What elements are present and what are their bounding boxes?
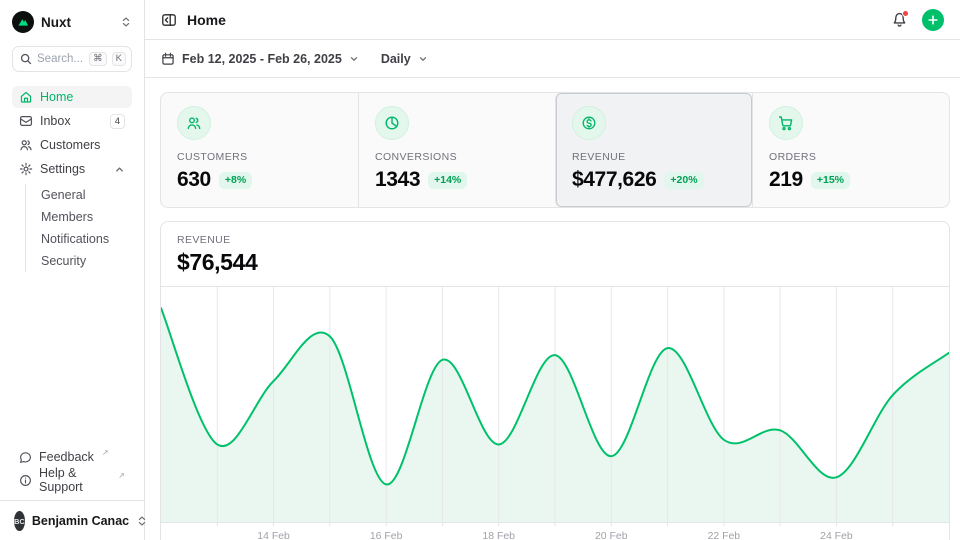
sidebar-item-label: Customers xyxy=(40,138,100,152)
inbox-icon xyxy=(19,114,33,128)
workspace-switcher[interactable]: Nuxt xyxy=(12,8,132,36)
revenue-chart-card: REVENUE $76,544 14 Feb 16 Feb 18 Feb 20 Feb… xyxy=(160,221,950,540)
home-icon xyxy=(19,90,33,104)
sidebar: Nuxt ⌘ K Home Inbox 4 xyxy=(0,0,145,540)
stat-delta-badge: +14% xyxy=(428,172,467,189)
users-icon xyxy=(177,106,211,140)
dollar-circle-icon xyxy=(572,106,606,140)
kbd-meta: ⌘ xyxy=(89,52,107,66)
stat-value: 1343 xyxy=(375,168,420,192)
feedback-link[interactable]: Feedback ↗ xyxy=(12,446,132,468)
chevron-down-icon xyxy=(349,54,359,64)
collapse-sidebar-icon[interactable] xyxy=(161,12,177,28)
external-link-icon: ↗ xyxy=(102,448,109,457)
sidebar-item-security[interactable]: Security xyxy=(41,250,132,272)
sidebar-item-label: Home xyxy=(40,90,73,104)
chevron-updown-icon xyxy=(120,16,132,28)
period-label: Daily xyxy=(381,52,411,66)
stat-value: 630 xyxy=(177,168,211,192)
plus-icon xyxy=(927,14,939,26)
notification-dot xyxy=(902,10,909,17)
stat-delta-badge: +20% xyxy=(664,172,703,189)
chat-bubble-icon xyxy=(19,451,32,464)
chevron-down-icon xyxy=(418,54,428,64)
search-icon xyxy=(20,53,32,65)
sidebar-item-members[interactable]: Members xyxy=(41,206,132,228)
pie-chart-icon xyxy=(375,106,409,140)
stat-card-conversions[interactable]: CONVERSIONS 1343 +14% xyxy=(358,93,555,207)
stat-label: ORDERS xyxy=(769,151,933,163)
user-name: Benjamin Canac xyxy=(32,514,129,528)
feedback-label: Feedback xyxy=(39,450,94,464)
search-box[interactable]: ⌘ K xyxy=(12,46,132,72)
kbd-k: K xyxy=(112,52,126,66)
help-support-label: Help & Support xyxy=(39,466,110,494)
sidebar-item-label: Inbox xyxy=(40,114,71,128)
stat-card-revenue[interactable]: REVENUE $477,626 +20% xyxy=(555,93,752,207)
x-tick-label: 18 Feb xyxy=(482,531,515,540)
x-tick-label: 16 Feb xyxy=(370,531,403,540)
stats-row: CUSTOMERS 630 +8% CONVERSIONS 1343 +14% xyxy=(160,92,950,208)
stat-label: REVENUE xyxy=(572,151,736,163)
sidebar-item-label: Settings xyxy=(40,162,85,176)
users-icon xyxy=(19,138,33,152)
x-tick-label: 14 Feb xyxy=(257,531,290,540)
add-button[interactable] xyxy=(922,9,944,31)
stat-label: CUSTOMERS xyxy=(177,151,342,163)
search-input[interactable] xyxy=(37,53,84,65)
workspace-name: Nuxt xyxy=(41,15,113,30)
content: CUSTOMERS 630 +8% CONVERSIONS 1343 +14% xyxy=(145,78,960,540)
sidebar-divider xyxy=(0,500,144,501)
chart-title: REVENUE xyxy=(177,234,933,246)
x-tick-label: 20 Feb xyxy=(595,531,628,540)
x-tick-label: 22 Feb xyxy=(708,531,741,540)
chevron-up-icon xyxy=(114,164,125,175)
sidebar-item-general[interactable]: General xyxy=(41,184,132,206)
gear-icon xyxy=(19,162,33,176)
period-select[interactable]: Daily xyxy=(381,52,428,66)
stat-label: CONVERSIONS xyxy=(375,151,539,163)
top-header: Home xyxy=(145,0,960,40)
chart-header: REVENUE $76,544 xyxy=(161,222,949,287)
avatar: BC xyxy=(14,511,25,531)
calendar-icon xyxy=(161,52,175,66)
filters-toolbar: Feb 12, 2025 - Feb 26, 2025 Daily xyxy=(145,40,960,78)
sidebar-item-inbox[interactable]: Inbox 4 xyxy=(12,110,132,132)
sidebar-nav: Home Inbox 4 Customers Settings Genera xyxy=(12,86,132,272)
external-link-icon: ↗ xyxy=(118,471,125,480)
page-title: Home xyxy=(187,12,226,28)
stat-value: 219 xyxy=(769,168,803,192)
notifications-button[interactable] xyxy=(891,11,908,28)
sidebar-footer: Feedback ↗ Help & Support ↗ BC Benjamin … xyxy=(12,446,132,540)
x-tick-label: 24 Feb xyxy=(820,531,853,540)
stat-delta-badge: +15% xyxy=(811,172,850,189)
revenue-area-chart[interactable]: 14 Feb 16 Feb 18 Feb 20 Feb 22 Feb 24 Feb xyxy=(161,287,949,540)
stat-card-customers[interactable]: CUSTOMERS 630 +8% xyxy=(161,93,358,207)
date-range-picker[interactable]: Feb 12, 2025 - Feb 26, 2025 xyxy=(161,52,359,66)
help-support-link[interactable]: Help & Support ↗ xyxy=(12,469,132,491)
stat-delta-badge: +8% xyxy=(219,172,252,189)
date-range-label: Feb 12, 2025 - Feb 26, 2025 xyxy=(182,52,342,66)
info-circle-icon xyxy=(19,474,32,487)
sidebar-item-home[interactable]: Home xyxy=(12,86,132,108)
shopping-cart-icon xyxy=(769,106,803,140)
chart-current-value: $76,544 xyxy=(177,249,933,276)
sidebar-item-customers[interactable]: Customers xyxy=(12,134,132,156)
nuxt-logo-icon xyxy=(12,11,34,33)
user-menu[interactable]: BC Benjamin Canac xyxy=(12,502,132,540)
main-area: Home Feb 12, 2025 - Feb 26, 2025 Daily xyxy=(145,0,960,540)
sidebar-item-settings[interactable]: Settings xyxy=(12,158,132,180)
sidebar-item-notifications[interactable]: Notifications xyxy=(41,228,132,250)
inbox-count-badge: 4 xyxy=(110,114,125,129)
settings-subnav: General Members Notifications Security xyxy=(25,184,132,272)
stat-value: $477,626 xyxy=(572,168,656,192)
stat-card-orders[interactable]: ORDERS 219 +15% xyxy=(752,93,949,207)
